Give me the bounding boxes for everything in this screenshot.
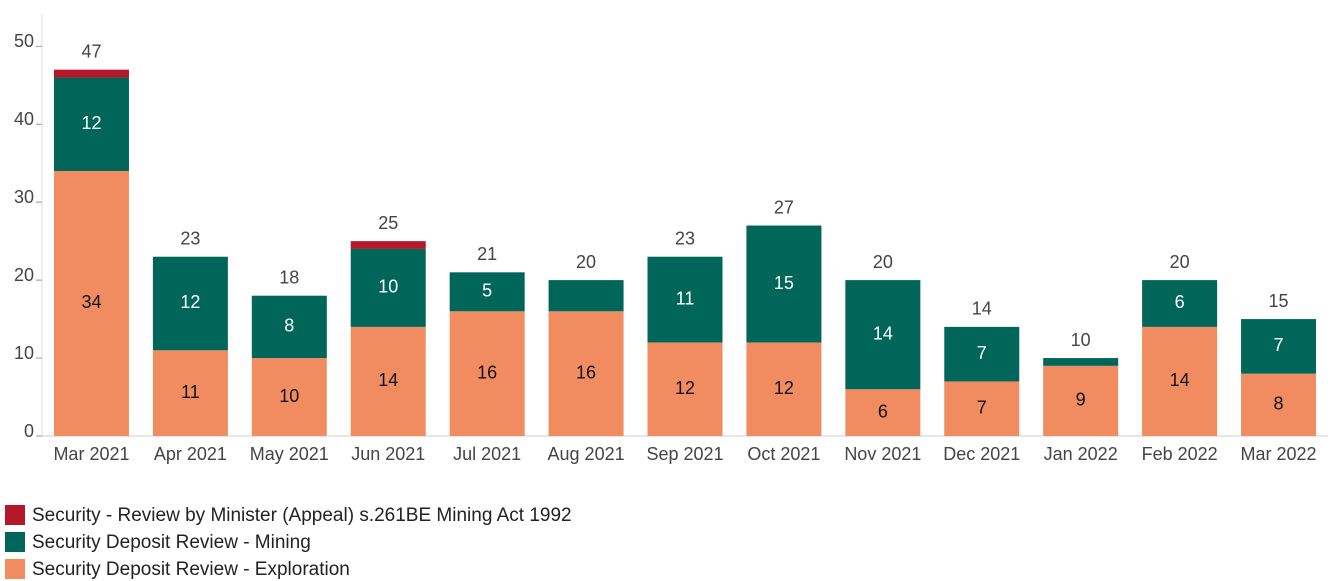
x-tick-label: Aug 2021 [548,444,625,464]
legend-swatch [5,505,25,525]
data-label: 14 [378,370,398,390]
bar-segment [647,256,723,343]
x-tick-label: Jun 2021 [351,444,425,464]
total-label: 47 [81,41,101,61]
data-label: 16 [477,362,497,382]
bar-segment [845,280,921,390]
bar-segment [944,381,1020,436]
x-tick-label: Feb 2022 [1142,444,1218,464]
data-label: 11 [181,382,200,402]
data-label: 15 [774,273,794,293]
bar-segment [1142,326,1218,436]
bar-segment [53,170,129,436]
total-label: 20 [873,252,893,272]
bar-segment [251,295,327,359]
data-label: 10 [279,386,299,406]
bar-segment [152,350,228,436]
data-label: 16 [576,362,596,382]
bar-segment [1241,319,1317,374]
data-label: 14 [1170,370,1190,390]
y-tick-label: 10 [14,343,34,363]
data-label: 8 [1274,394,1284,414]
data-label: 5 [482,281,492,301]
data-label: 14 [873,323,893,343]
data-label: 7 [1274,335,1284,355]
total-label: 15 [1269,291,1289,311]
bar-segment [944,326,1020,382]
data-label: 6 [1175,292,1185,312]
data-label: 11 [676,288,695,308]
total-label: 23 [675,228,695,248]
bar-segment [449,311,525,436]
data-label: 6 [878,401,888,421]
legend-label: Security Deposit Review - Exploration [32,559,350,580]
bar-segment [845,389,921,436]
data-label: 8 [284,316,294,336]
bar-segment [1043,365,1119,436]
total-label: 20 [1170,252,1190,272]
legend-swatch [5,559,25,579]
y-tick-label: 30 [14,187,34,207]
bar-segment [746,225,822,343]
x-tick-label: Nov 2021 [844,444,921,464]
total-label: 27 [774,197,794,217]
bar-segment [548,280,624,312]
total-label: 14 [972,299,992,319]
x-tick-label: Mar 2021 [53,444,129,464]
bar-segment [251,358,327,436]
bar-segment [1241,373,1317,436]
data-label: 7 [977,343,987,363]
legend-label: Security - Review by Minister (Appeal) s… [32,505,572,526]
data-label: 9 [1076,390,1086,410]
x-tick-label: Dec 2021 [943,444,1020,464]
bar-segment [548,311,624,436]
total-label: 25 [378,213,398,233]
x-tick-label: Jan 2022 [1044,444,1118,464]
total-label: 10 [1071,330,1091,350]
bar-segment [350,326,426,436]
data-label: 12 [675,378,695,398]
x-tick-label: Mar 2022 [1241,444,1317,464]
bar-segment [647,342,723,436]
bar-segment [449,272,525,312]
y-tick-label: 50 [14,31,34,51]
x-tick-label: Jul 2021 [453,444,521,464]
x-tick-label: May 2021 [250,444,329,464]
total-label: 23 [180,228,200,248]
bar-segment [350,248,426,327]
bar-segment [53,77,129,171]
total-label: 21 [477,244,497,264]
data-label: 12 [180,292,200,312]
total-label: 18 [279,267,299,287]
x-tick-label: Oct 2021 [747,444,820,464]
y-tick-label: 20 [14,265,34,285]
data-label: 7 [977,397,987,417]
legend-swatch [5,532,25,552]
bar-segment [53,69,129,78]
data-label: 34 [81,292,101,312]
bar-segment [746,342,822,436]
data-label: 10 [378,277,398,297]
legend-label: Security Deposit Review - Mining [32,532,311,553]
x-tick-label: Sep 2021 [646,444,723,464]
y-tick-label: 0 [24,421,34,441]
bar-segment [1043,358,1119,366]
total-label: 20 [576,252,596,272]
bar-segment [350,241,426,249]
y-tick-label: 40 [14,109,34,129]
bar-segment [1142,280,1218,327]
data-label: 12 [774,378,794,398]
bar-segment [152,256,228,351]
data-label: 12 [81,113,101,133]
x-tick-label: Apr 2021 [154,444,227,464]
